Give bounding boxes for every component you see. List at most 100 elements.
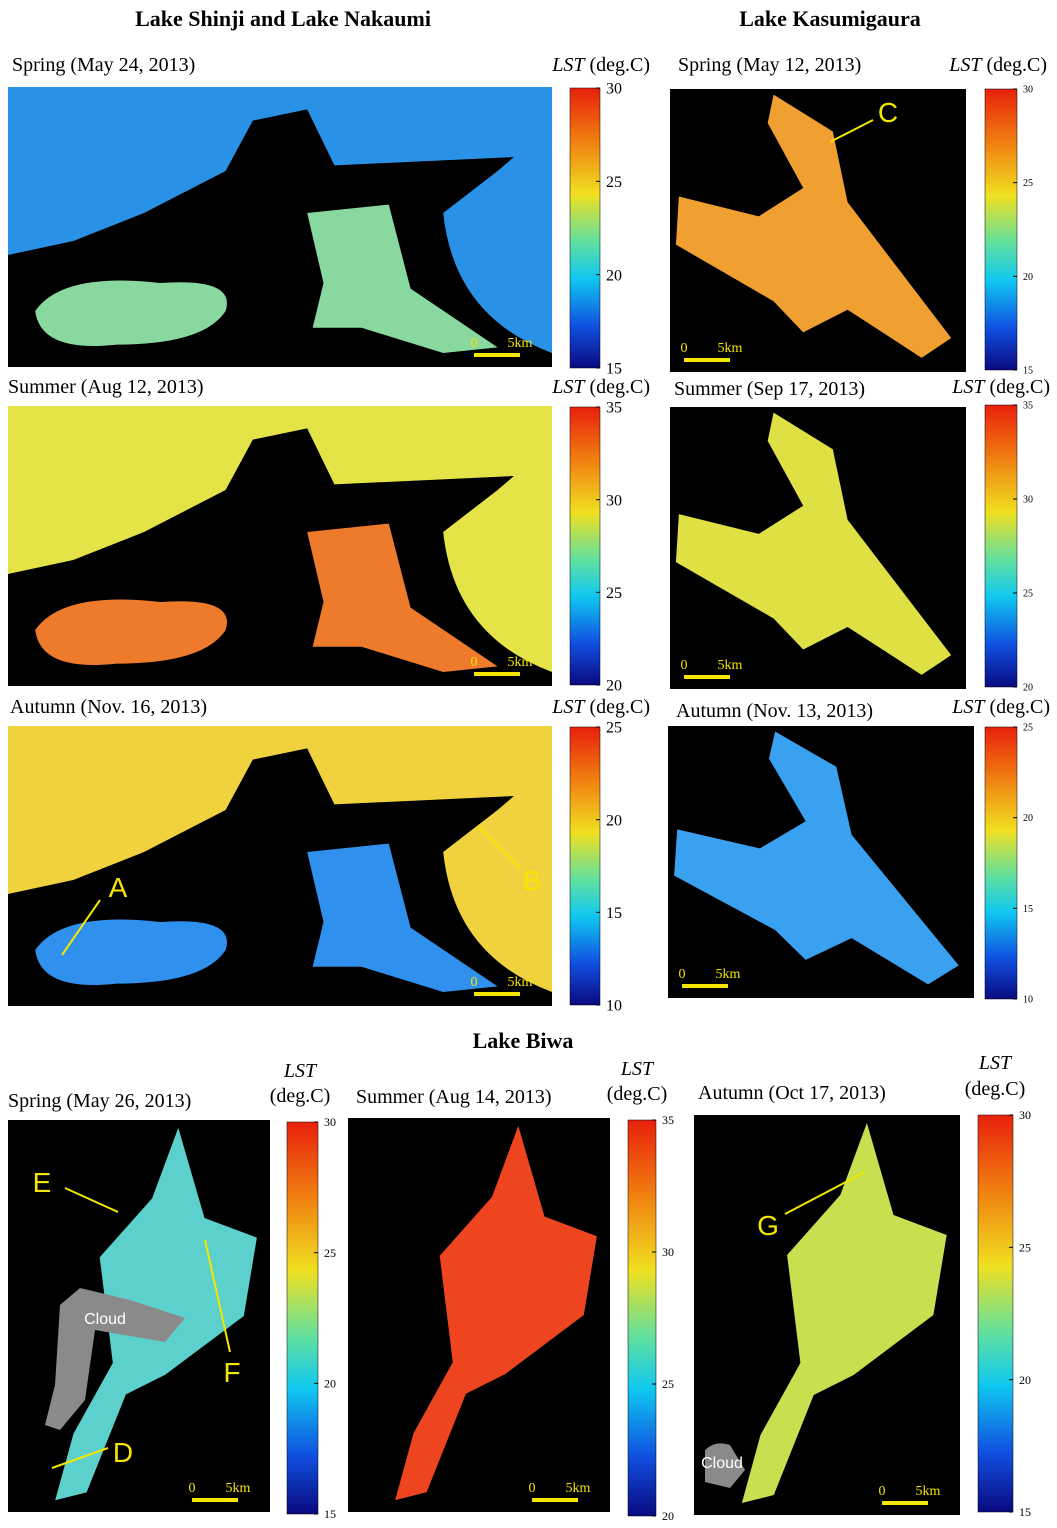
colorbar-tick-label: 15 [1023, 366, 1033, 377]
scale-start: 0 [471, 655, 478, 670]
cloud-label: Cloud [84, 1311, 126, 1328]
colorbar-tick-label: 30 [606, 492, 622, 509]
scale-start: 0 [471, 975, 478, 990]
lst-label: LST (deg.C) [951, 376, 1050, 398]
colorbar-tick-label: 20 [606, 267, 622, 284]
panel-label: Spring (May 12, 2013) [678, 54, 861, 76]
scale-start: 0 [681, 658, 688, 673]
scale-end: 5km [716, 967, 741, 982]
lst-symbol: LST [551, 696, 586, 718]
colorbar [570, 407, 600, 685]
lst-unit: (deg.C) [989, 376, 1050, 398]
colorbar-tick-label: 30 [324, 1115, 336, 1129]
colorbar-tick-label: 20 [1023, 683, 1033, 694]
lst-label: LST (deg.C) [951, 696, 1050, 718]
lst-symbol: LST [283, 1060, 318, 1082]
colorbar-tick-label: 25 [1019, 1241, 1031, 1255]
colorbar-tick-label: 25 [1023, 178, 1033, 189]
colorbar [985, 727, 1017, 999]
annotation-letter: F [223, 1357, 240, 1388]
lst-symbol: LST [620, 1058, 655, 1080]
colorbar-tick-label: 30 [1023, 495, 1033, 506]
panel-label: Autumn (Nov. 13, 2013) [676, 700, 873, 722]
colorbar-tick-label: 35 [1023, 401, 1033, 412]
scale-end: 5km [916, 1484, 941, 1499]
panel-label: Spring (May 26, 2013) [8, 1090, 191, 1112]
panel-label: Spring (May 24, 2013) [12, 54, 195, 76]
colorbar-tick-label: 20 [606, 678, 622, 695]
colorbar-tick-label: 35 [662, 1113, 674, 1127]
colorbar-tick-label: 25 [324, 1246, 336, 1260]
lst-label: LST (deg.C) [551, 54, 650, 76]
lst-unit: (deg.C) [589, 54, 650, 76]
section-title: Lake Kasumigaura [739, 6, 921, 31]
colorbar [985, 405, 1017, 687]
scale-end: 5km [226, 1481, 251, 1496]
scale-start: 0 [529, 1481, 536, 1496]
lst-unit: (deg.C) [607, 1083, 668, 1105]
annotation-letter: B [523, 865, 542, 896]
colorbar-tick-label: 25 [606, 585, 622, 602]
panel-label: Summer (Aug 14, 2013) [356, 1086, 552, 1108]
lst-unit: (deg.C) [589, 696, 650, 718]
colorbar-tick-label: 20 [324, 1377, 336, 1391]
lst-symbol: LST [551, 54, 586, 76]
scale-start: 0 [679, 967, 686, 982]
colorbar-tick-label: 15 [1023, 904, 1033, 915]
colorbar-tick-label: 25 [606, 720, 622, 737]
panel-label: Autumn (Nov. 16, 2013) [10, 696, 207, 718]
colorbar-tick-label: 30 [606, 81, 622, 98]
colorbar-tick-label: 25 [1023, 723, 1033, 734]
scale-start: 0 [471, 336, 478, 351]
scale-end: 5km [508, 336, 533, 351]
section-title: Lake Biwa [473, 1028, 574, 1053]
colorbar-tick-label: 20 [1019, 1373, 1031, 1387]
colorbar-tick-label: 25 [662, 1377, 674, 1391]
colorbar-tick-label: 15 [1019, 1505, 1031, 1519]
colorbar-tick-label: 25 [1023, 589, 1033, 600]
annotation-letter: E [33, 1167, 52, 1198]
lst-label: LST (deg.C) [551, 696, 650, 718]
colorbar [287, 1122, 318, 1514]
colorbar-tick-label: 30 [662, 1245, 674, 1259]
lst-symbol: LST [951, 696, 986, 718]
section-title: Lake Shinji and Lake Nakaumi [135, 6, 431, 31]
colorbar-tick-label: 20 [606, 812, 622, 829]
lst-symbol: LST [551, 376, 586, 398]
scale-start: 0 [879, 1484, 886, 1499]
lst-unit: (deg.C) [589, 376, 650, 398]
scale-start: 0 [681, 341, 688, 356]
colorbar-tick-label: 20 [662, 1509, 674, 1523]
figure: Lake Shinji and Lake Nakaumi Spring (May … [0, 0, 1057, 1523]
colorbar [985, 89, 1017, 370]
colorbar-tick-label: 20 [1023, 272, 1033, 283]
scale-end: 5km [508, 655, 533, 670]
colorbar [628, 1120, 656, 1516]
lst-unit: (deg.C) [989, 696, 1050, 718]
colorbar-tick-label: 10 [606, 998, 622, 1015]
scale-end: 5km [718, 341, 743, 356]
annotation-letter: G [757, 1210, 779, 1241]
colorbar-tick-label: 15 [606, 905, 622, 922]
colorbar-tick-label: 30 [1023, 85, 1033, 96]
lst-symbol: LST [951, 376, 986, 398]
colorbar-tick-label: 10 [1023, 995, 1033, 1006]
colorbar-tick-label: 20 [1023, 813, 1033, 824]
lst-unit: (deg.C) [986, 54, 1047, 76]
annotation-letter: C [878, 97, 898, 128]
scale-end: 5km [566, 1481, 591, 1496]
lst-symbol: LST [948, 54, 983, 76]
colorbar-tick-label: 25 [606, 174, 622, 191]
lst-unit: (deg.C) [965, 1078, 1026, 1100]
panel-label: Summer (Aug 12, 2013) [8, 376, 204, 398]
annotation-letter: D [113, 1437, 133, 1468]
lst-unit: (deg.C) [270, 1085, 331, 1107]
cloud-label: Cloud [701, 1455, 743, 1472]
colorbar [570, 727, 600, 1005]
annotation-letter: A [109, 872, 128, 903]
panel-label: Summer (Sep 17, 2013) [674, 378, 865, 400]
panel-label: Autumn (Oct 17, 2013) [698, 1082, 886, 1104]
scale-end: 5km [508, 975, 533, 990]
colorbar [978, 1115, 1013, 1512]
colorbar-tick-label: 35 [606, 400, 622, 417]
